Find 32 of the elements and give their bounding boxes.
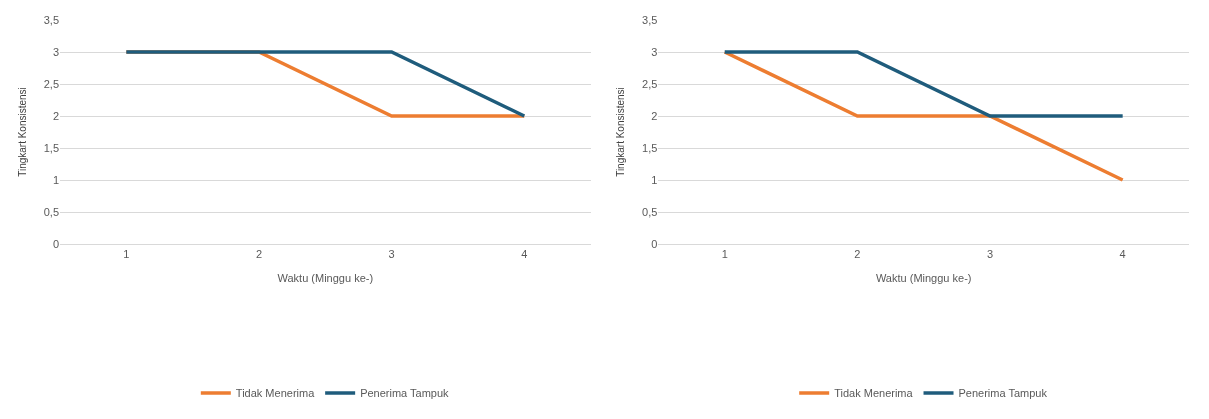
- y-axis-title: Tingkart Konsistensi: [615, 87, 627, 177]
- y-tick-label: 2,5: [43, 77, 59, 90]
- x-axis-title: Waktu (Minggu ke-): [277, 272, 374, 285]
- y-tick-label: 2: [52, 109, 59, 122]
- y-axis-title: Tingkart Konsistensi: [16, 87, 28, 177]
- y-tick-label: 3,5: [43, 13, 59, 26]
- x-tick-label: 3: [986, 248, 994, 261]
- y-tick-label: 1: [52, 173, 59, 186]
- x-tick-label: 3: [388, 248, 395, 261]
- legend-label: Tidak Menerima: [834, 387, 914, 400]
- y-tick-label: 2: [651, 109, 658, 122]
- legend-label: Penerima Tampuk: [360, 387, 450, 400]
- x-axis-title: Waktu (Minggu ke-): [875, 272, 972, 285]
- y-tick-label: 0: [651, 237, 658, 250]
- legend-label: Tidak Menerima: [235, 387, 316, 400]
- legend-label: Penerima Tampuk: [958, 387, 1048, 400]
- x-tick-label: 2: [854, 248, 861, 261]
- y-tick-label: 0: [52, 237, 59, 250]
- x-tick-label: 1: [721, 248, 728, 261]
- y-tick-label: 3: [52, 45, 59, 58]
- x-tick-label: 4: [1119, 248, 1126, 261]
- y-tick-label: 2,5: [642, 77, 658, 90]
- x-tick-label: 2: [255, 248, 263, 261]
- y-tick-label: 0,5: [642, 205, 658, 218]
- x-tick-label: 1: [123, 248, 130, 261]
- y-tick-label: 3: [651, 45, 658, 58]
- y-tick-label: 3,5: [642, 13, 658, 26]
- y-tick-label: 0,5: [43, 205, 59, 218]
- x-tick-label: 4: [521, 248, 528, 261]
- y-tick-label: 1: [651, 173, 658, 186]
- y-tick-label: 1,5: [43, 141, 59, 154]
- y-tick-label: 1,5: [642, 141, 658, 154]
